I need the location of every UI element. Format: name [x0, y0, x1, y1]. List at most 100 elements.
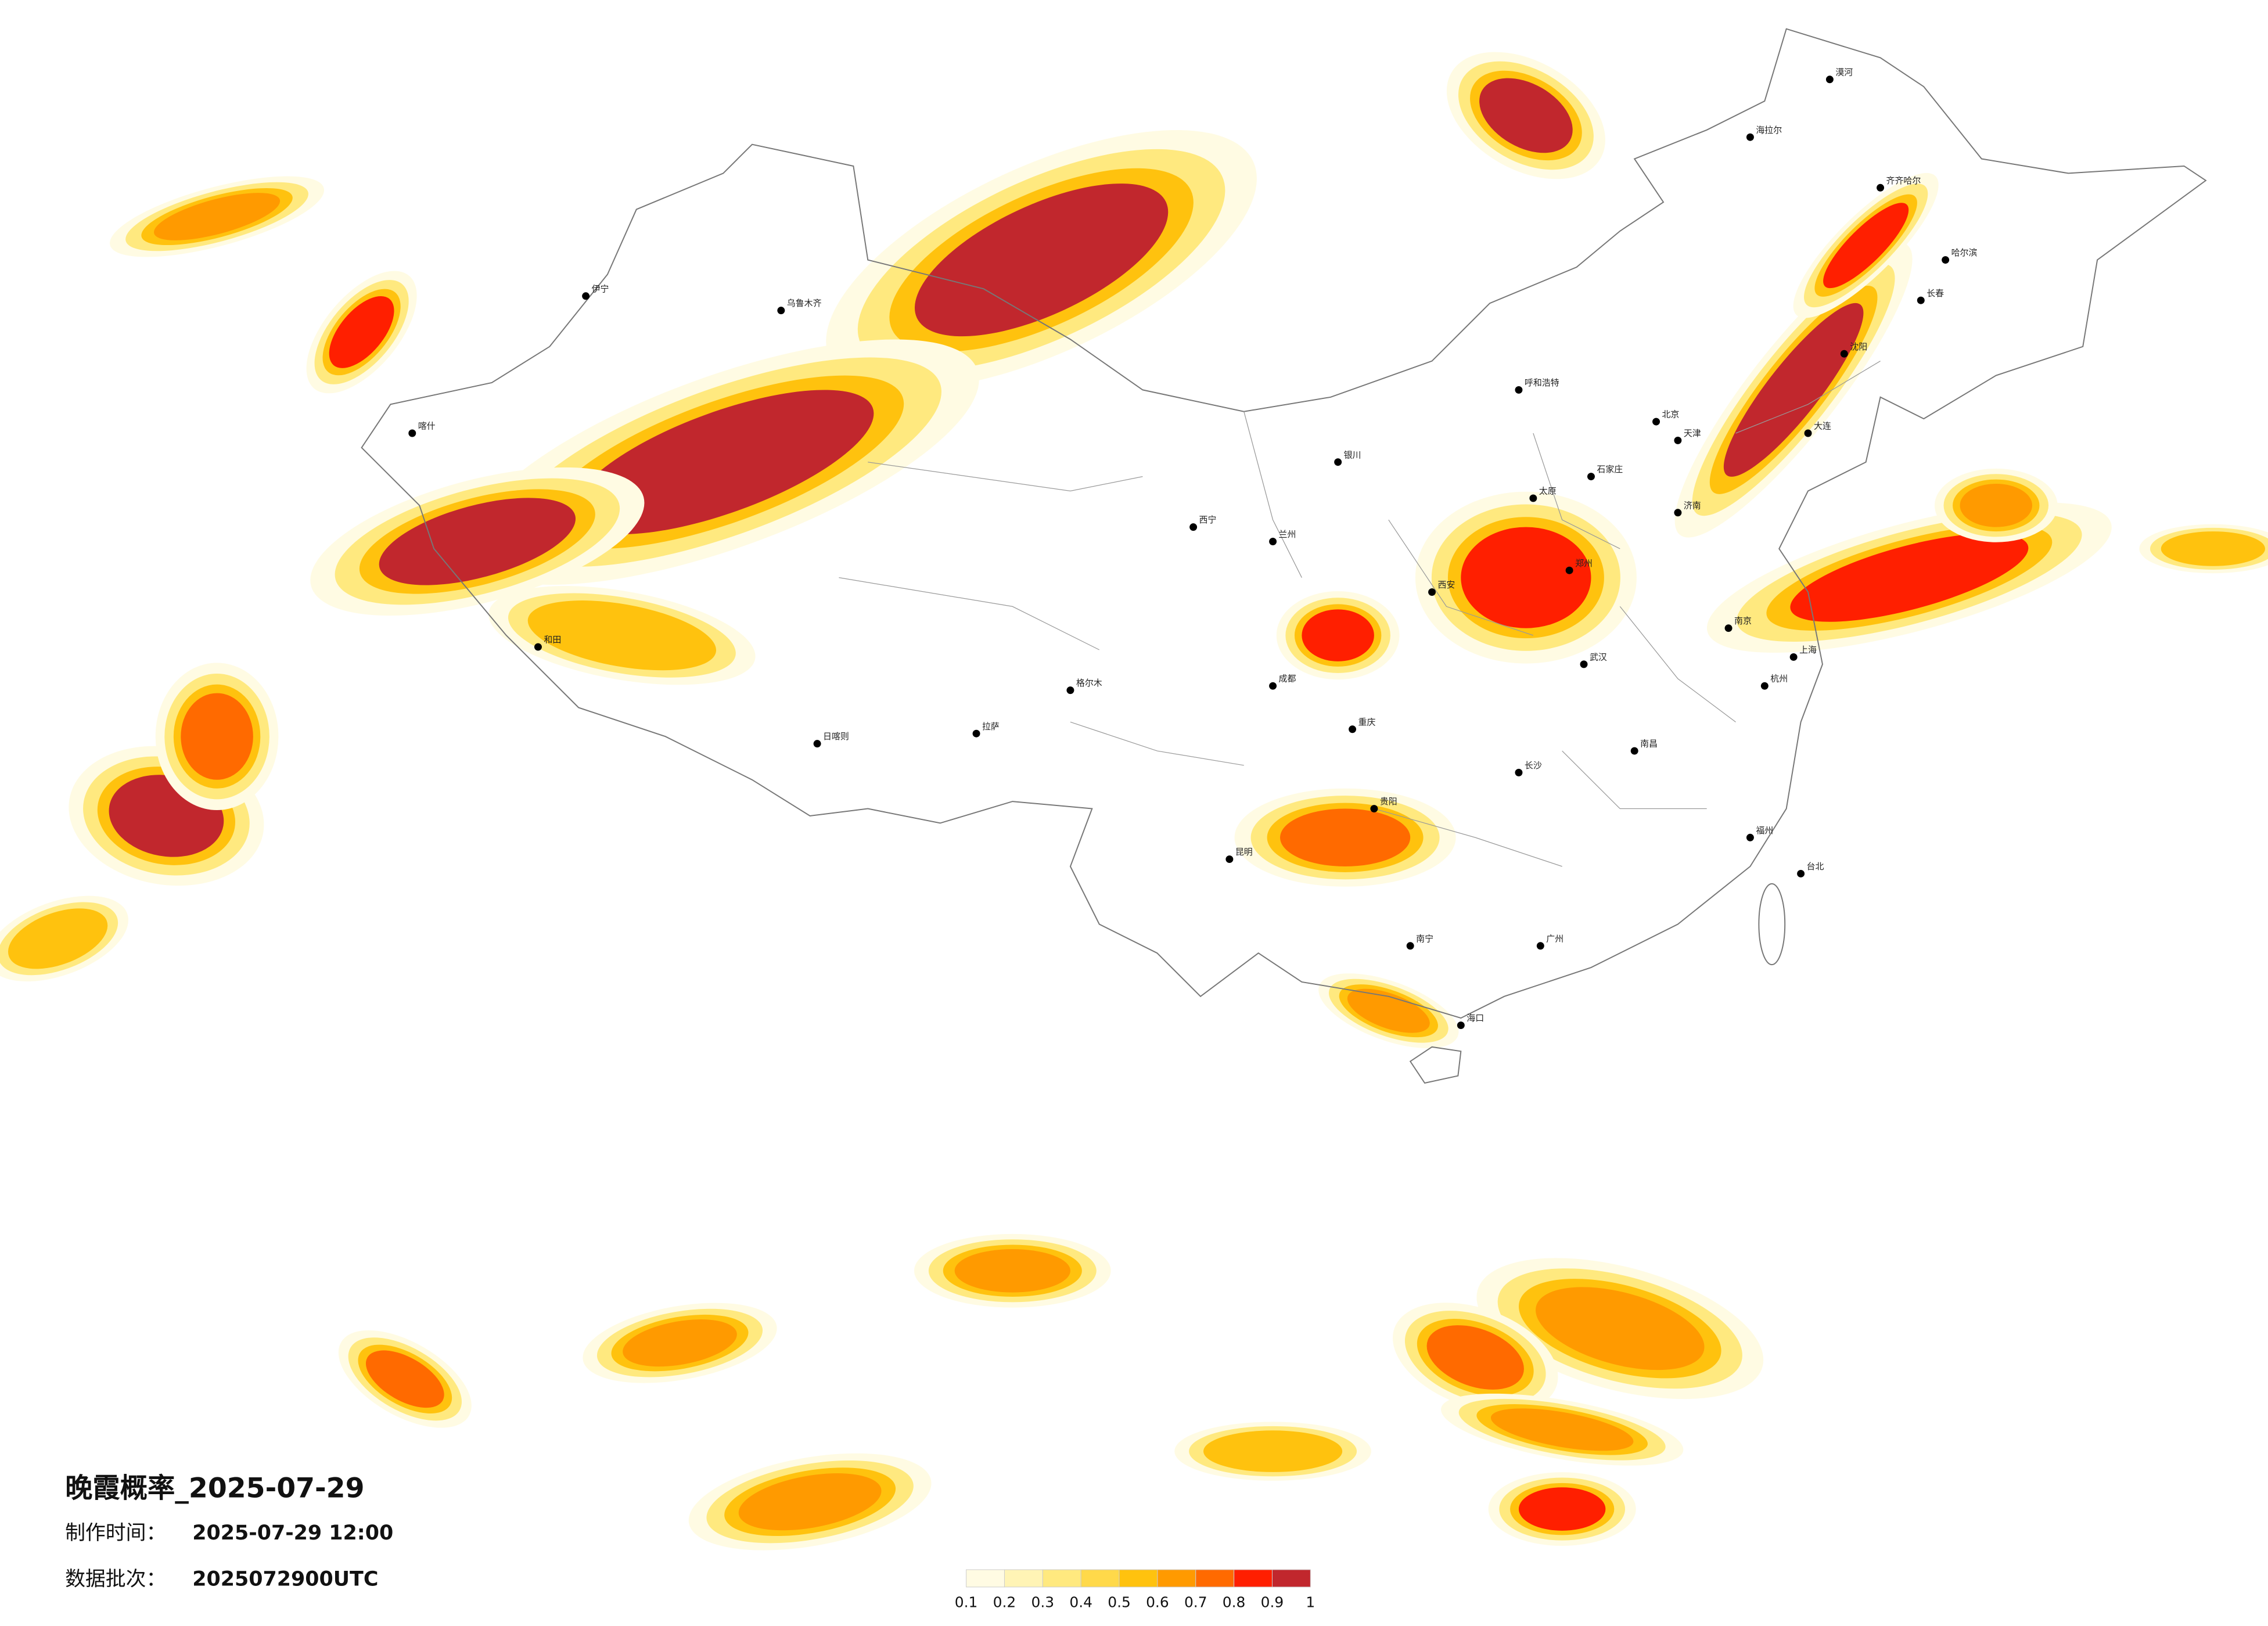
city-label: 郑州	[1575, 558, 1593, 569]
city-dot	[1652, 418, 1660, 426]
probability-patch	[365, 1350, 444, 1408]
data-batch-label: 数据批次：	[65, 1567, 166, 1591]
probability-patch	[543, 606, 701, 665]
city-dot	[1565, 566, 1573, 574]
city-dot	[582, 292, 590, 300]
city-label: 西安	[1437, 580, 1455, 590]
city-label: 长春	[1926, 288, 1944, 298]
city-label: 兰州	[1279, 529, 1296, 539]
probability-patch	[154, 193, 281, 240]
legend-swatch	[1195, 1569, 1235, 1588]
city-dot	[1760, 682, 1769, 690]
probability-patch	[914, 184, 1169, 337]
city-dot	[408, 429, 416, 437]
city-dot	[534, 643, 542, 651]
legend-tick-label: 0.6	[1146, 1594, 1169, 1611]
city-label: 福州	[1756, 825, 1773, 836]
city-label: 天津	[1684, 428, 1701, 438]
city-label: 太原	[1539, 485, 1557, 496]
probability-patch	[379, 498, 576, 585]
legend-swatch	[1234, 1569, 1273, 1588]
city-label: 西宁	[1199, 515, 1217, 525]
legend-swatch	[1271, 1569, 1311, 1588]
production-time-value: 2025-07-29 12:00	[192, 1521, 393, 1545]
city-label: 格尔木	[1076, 678, 1102, 688]
legend-swatch	[1042, 1569, 1081, 1588]
city-label: 武汉	[1590, 652, 1607, 662]
legend-swatch	[1157, 1569, 1196, 1588]
city-label: 乌鲁木齐	[787, 298, 822, 308]
city-label: 杭州	[1770, 674, 1788, 684]
probability-patch	[1302, 609, 1374, 661]
city-label: 昆明	[1235, 847, 1253, 857]
probability-patch	[16, 913, 99, 964]
probability-patch	[329, 296, 394, 368]
city-dot	[1225, 855, 1234, 864]
city-dot	[1674, 509, 1682, 517]
legend-tick-label: 0.5	[1108, 1594, 1131, 1611]
probability-patch	[1426, 1325, 1524, 1390]
legend-tick-label: 0.9	[1261, 1594, 1284, 1611]
city-label: 重庆	[1358, 717, 1376, 727]
probability-patch	[954, 1249, 1070, 1293]
city-dot	[1877, 184, 1885, 192]
city-label: 台北	[1807, 861, 1824, 872]
city-dot	[1630, 747, 1638, 755]
city-dot	[1428, 588, 1436, 596]
city-label: 北京	[1662, 409, 1680, 420]
city-dot	[1797, 869, 1805, 877]
legend-tick-label: 1	[1306, 1594, 1315, 1611]
city-label: 南京	[1734, 616, 1752, 626]
city-label: 南宁	[1416, 933, 1433, 944]
city-dot	[1942, 256, 1950, 264]
city-dot	[1269, 682, 1277, 690]
city-label: 济南	[1684, 500, 1701, 510]
taiwan-outline	[1758, 883, 1786, 966]
probability-patch	[1518, 1487, 1606, 1531]
city-dot	[1189, 523, 1198, 531]
city-dot	[1515, 768, 1523, 776]
probability-patch	[1823, 203, 1909, 289]
probability-patch	[738, 1473, 882, 1531]
city-dot	[1917, 296, 1925, 304]
hainan-outline	[1409, 1046, 1462, 1084]
city-dot	[1580, 660, 1588, 668]
probability-patch	[1536, 1287, 1705, 1370]
probability-patch	[1461, 527, 1591, 628]
probability-patch	[1347, 988, 1430, 1033]
probability-patch	[1490, 1408, 1634, 1451]
probability-patch	[573, 390, 874, 534]
probability-patch	[1479, 78, 1573, 153]
city-label: 广州	[1546, 933, 1563, 944]
city-dot	[1825, 75, 1834, 84]
probability-patch	[1280, 808, 1411, 867]
probability-patch	[1790, 533, 2029, 622]
city-dot	[1457, 1021, 1465, 1030]
legend-tick-label: 0.1	[955, 1594, 978, 1611]
legend-tick-label: 0.7	[1184, 1594, 1207, 1611]
city-dot	[1746, 833, 1754, 841]
city-label: 呼和浩特	[1525, 377, 1559, 388]
city-label: 大连	[1814, 421, 1831, 431]
city-dot	[1587, 473, 1595, 481]
city-label: 石家庄	[1597, 464, 1623, 474]
city-label: 拉萨	[982, 721, 1000, 732]
province-borders	[839, 361, 1881, 867]
city-dot	[1804, 429, 1812, 437]
city-label: 成都	[1279, 674, 1296, 684]
city-dot	[1724, 624, 1733, 632]
data-batch-value: 2025072900UTC	[192, 1567, 378, 1591]
city-dot	[1840, 350, 1848, 358]
city-dot	[777, 307, 785, 315]
city-dot	[1066, 686, 1074, 695]
legend-tick-label: 0.3	[1031, 1594, 1055, 1611]
production-time-label: 制作时间：	[65, 1521, 166, 1545]
legend-tick-label: 0.4	[1069, 1594, 1092, 1611]
city-dot	[1515, 386, 1523, 394]
legend-swatch	[1119, 1569, 1158, 1588]
city-label: 日喀则	[823, 731, 849, 742]
color-legend: 0.1 0.2 0.3 0.4 0.5 0.6 0.7 0.8 0.9 1	[955, 1569, 1315, 1611]
country-outline	[361, 28, 2207, 1019]
legend-swatch	[1004, 1569, 1043, 1588]
